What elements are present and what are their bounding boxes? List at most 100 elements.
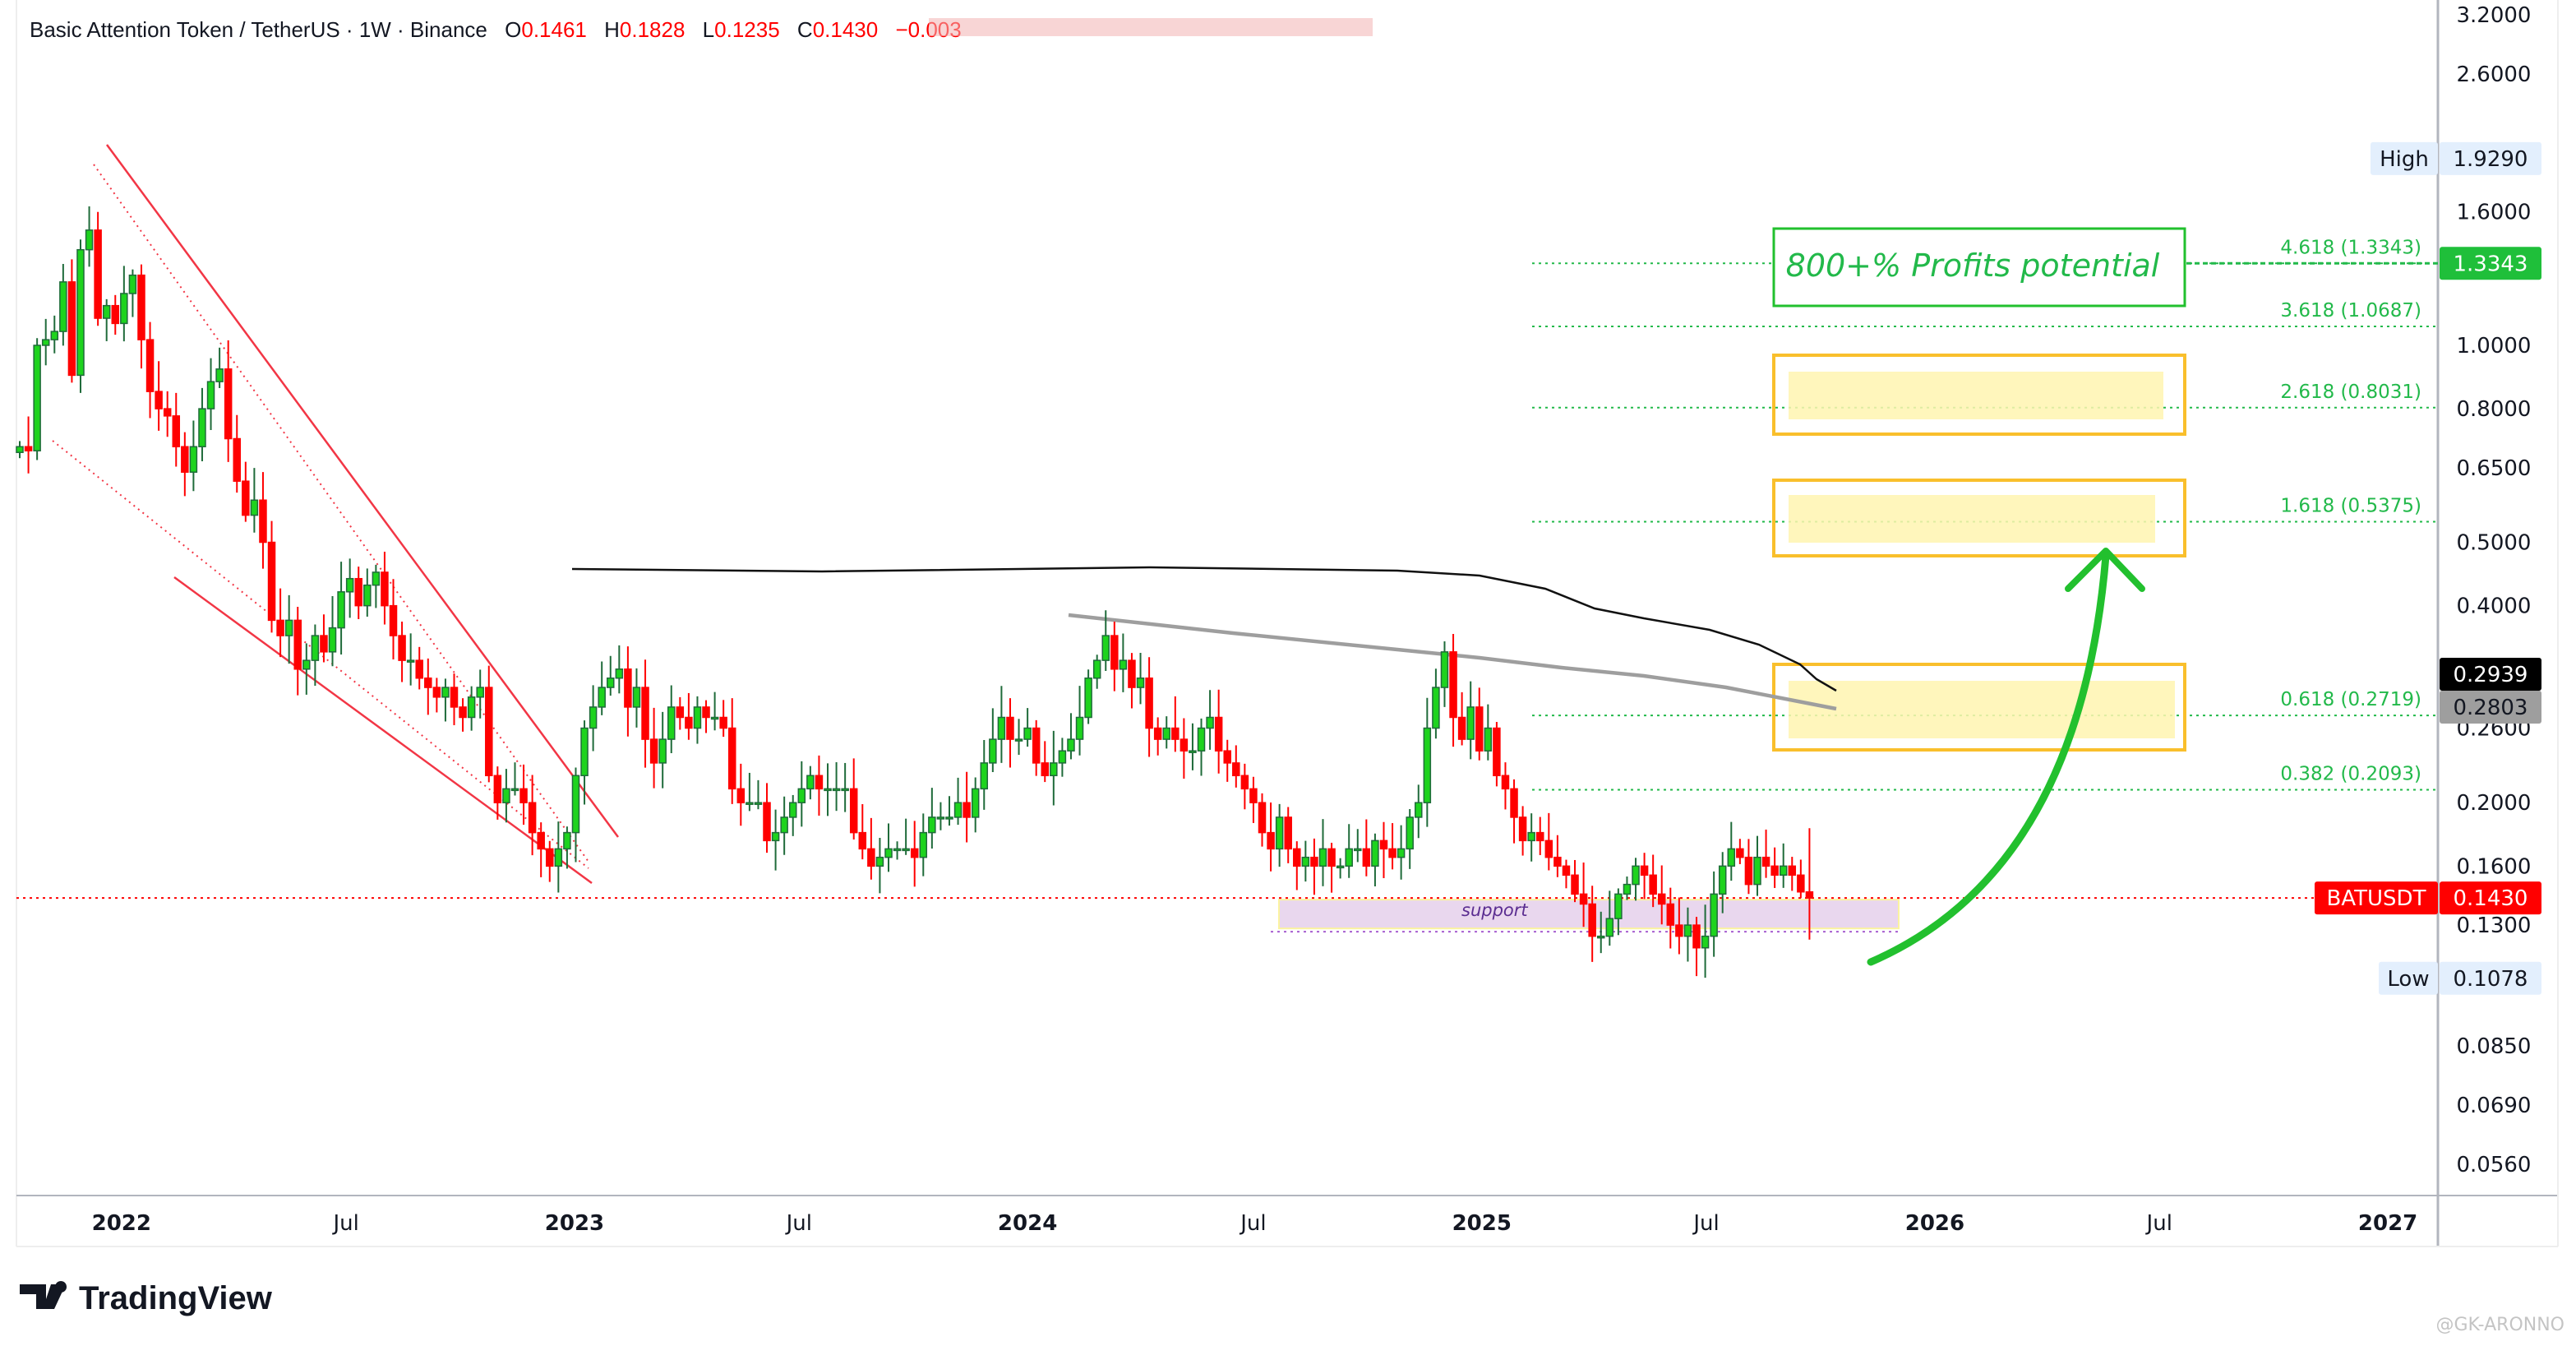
candle-up [1718,852,1727,914]
candle-body [363,584,372,607]
candle-down [1041,741,1050,783]
candle-body [1058,750,1067,764]
candle-body [563,831,571,850]
candle-up [33,338,41,460]
candle-body [354,577,362,607]
candle-body [345,577,354,593]
candle-down [398,622,406,682]
candle-body [1092,659,1101,679]
candle-down [1797,859,1805,899]
candle-body [311,635,320,661]
candle-body [94,229,102,319]
candle-body [1249,788,1258,803]
candle-up [936,802,945,830]
candle-body [1301,856,1310,867]
candle-body [1710,893,1718,937]
price-tick-label: 3.2000 [2457,3,2532,28]
candle-down [381,552,389,625]
candle-down [1240,763,1249,810]
candle-body [1214,716,1223,752]
candle-body [1770,865,1779,877]
candle-up [467,686,476,731]
candle-body [1136,677,1145,688]
candle-body [267,541,276,622]
candle-body [76,248,85,377]
candle-up [16,441,24,459]
candle-up [250,468,259,533]
price-tick-label: 0.6500 [2457,456,2532,481]
moving-average-gray [1068,613,1837,711]
candle-up [1440,641,1449,707]
candle-body [1562,865,1571,877]
candle-body [1553,856,1562,867]
candle-up [607,655,615,696]
candle-body [1371,840,1379,867]
high-price-value: 1.9290 [2454,147,2528,172]
candle-body [1379,840,1388,850]
candle-up [580,720,589,805]
candle-up [1605,890,1614,946]
candle-down [1475,687,1484,761]
time-tick-label: 2025 [1452,1211,1512,1236]
candle-down [676,696,685,730]
candle-body [519,788,528,803]
candle-up [746,772,754,812]
candle-up [189,420,198,492]
candle-body [1388,848,1396,858]
candle-up [476,669,484,719]
candle-body [1396,848,1406,858]
candle-down [233,414,241,493]
candle-up [710,692,719,731]
candle-body [224,368,233,440]
candle-up [406,633,415,686]
candle-up [884,823,893,872]
target-price-value: 1.3343 [2454,252,2528,276]
candle-up [363,568,372,617]
candle-down [1536,816,1544,855]
candle-body [337,591,345,629]
last-price-value: 0.1430 [2454,886,2528,911]
candle-body [945,816,953,820]
candle-down [727,698,736,804]
candle-body [485,687,493,777]
candle-body [406,659,415,663]
candle-up [1092,654,1101,689]
candle-body [1345,848,1353,867]
candle-body [624,668,632,708]
candle-body [1649,874,1657,895]
candle-up [510,762,519,796]
candle-body [1354,848,1362,852]
candle-down [1675,897,1683,955]
candle-body [928,816,936,834]
candle-body [1014,738,1023,742]
candle-down [849,758,858,840]
candle-down [1510,779,1518,844]
candle-down [1579,863,1588,927]
candle-up [1527,813,1535,862]
price-tick-label: 0.4000 [2457,594,2532,619]
candle-up [780,796,788,855]
candle-body [145,339,155,392]
time-tick-label: Jul [1239,1211,1266,1236]
candle-up [1023,708,1032,747]
target-zone-box [1772,479,2186,557]
candle-body [632,687,641,708]
candle-body [233,437,241,482]
candle-body [658,738,667,764]
candle-up [215,347,224,388]
candle-body [189,446,198,473]
candle-body [607,677,615,688]
candle-body [1657,893,1666,905]
candle-up [1415,784,1423,839]
candle-up [85,206,94,267]
candle-body [67,281,76,377]
time-tick-label: 2027 [2358,1211,2417,1236]
candle-body [997,716,1006,740]
candle-body [963,802,971,818]
arrow-head-icon [2065,548,2145,592]
candle-body [1449,651,1457,719]
target-label: 800+% Profits potential [1786,247,2160,284]
candle-down [293,606,302,696]
candle-down [172,392,181,467]
